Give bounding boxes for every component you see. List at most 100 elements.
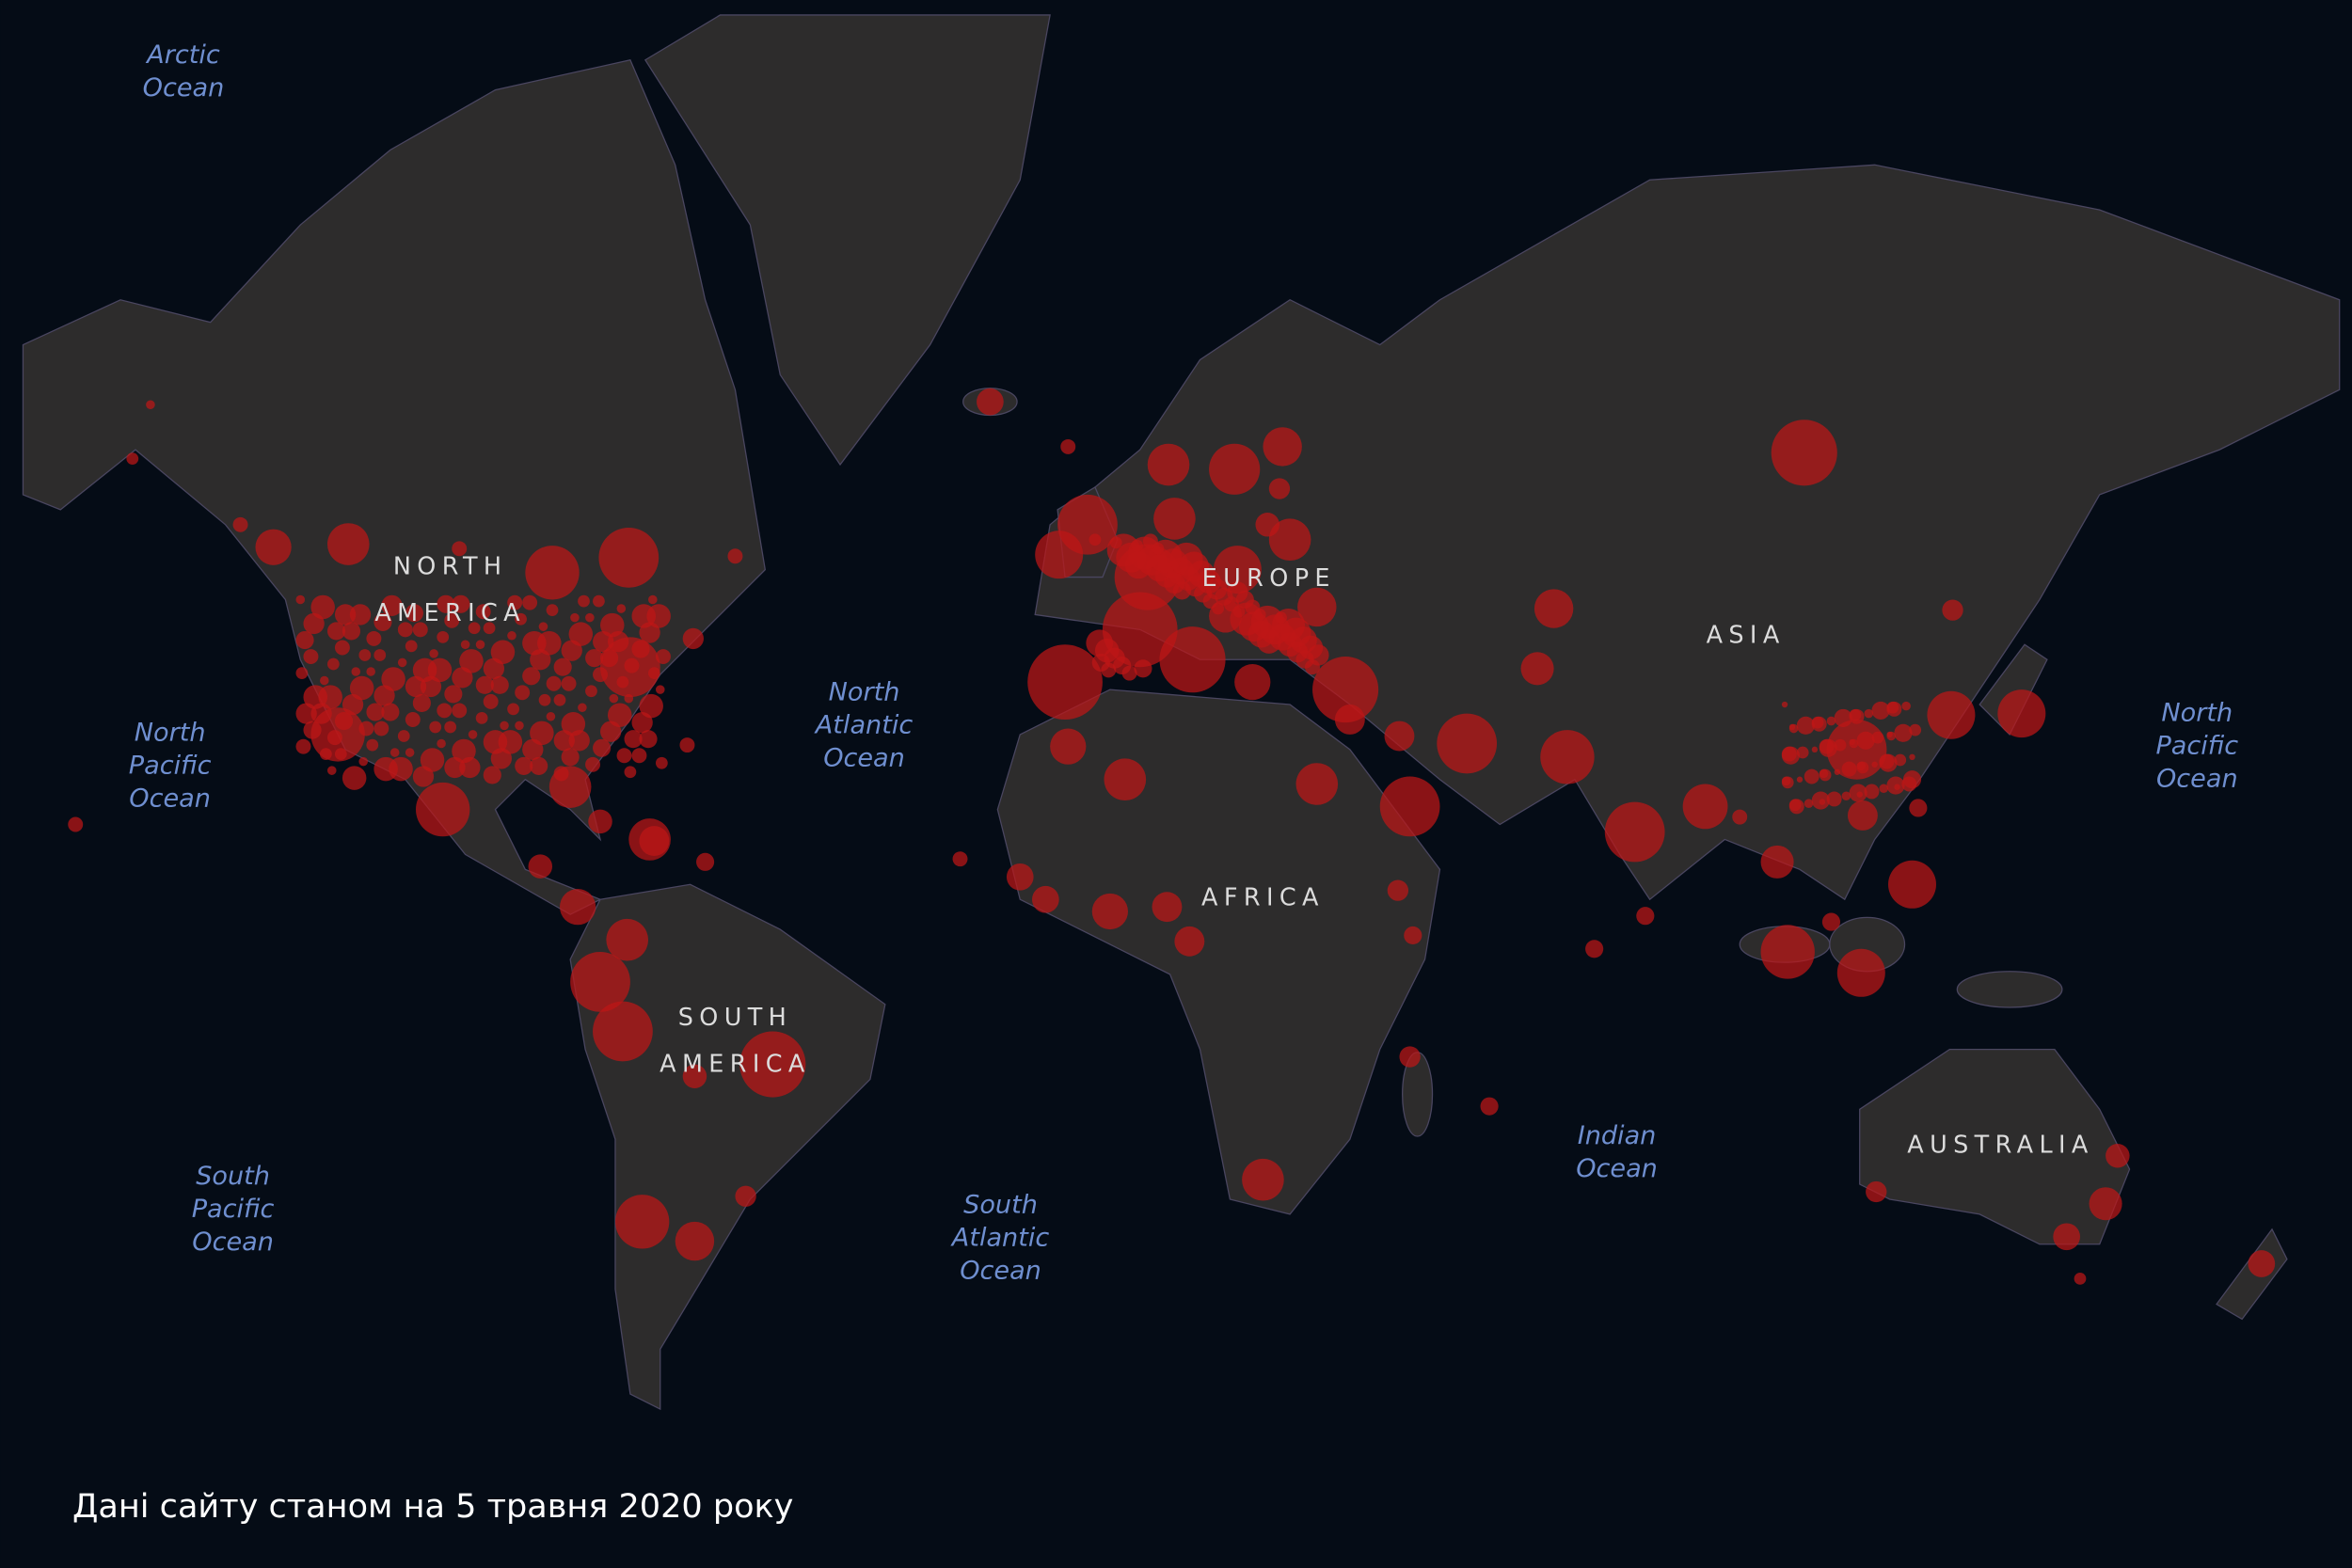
case-marker [146, 400, 155, 410]
case-marker [546, 675, 562, 691]
case-marker [1847, 800, 1878, 831]
case-marker [483, 657, 505, 679]
case-marker [1134, 659, 1152, 678]
case-marker [1275, 611, 1287, 624]
continent-label-line: ASIA [1707, 622, 1786, 650]
case-marker [415, 782, 470, 837]
case-marker [546, 604, 559, 617]
case-marker [1864, 784, 1880, 800]
case-markers [68, 388, 2276, 1285]
case-marker [2106, 1143, 2130, 1168]
case-marker [616, 604, 627, 613]
case-marker [515, 721, 524, 731]
case-marker [735, 1185, 756, 1207]
case-marker [342, 622, 361, 641]
case-marker [358, 649, 372, 661]
case-marker [1826, 716, 1836, 726]
case-marker [1781, 776, 1791, 786]
case-marker [616, 675, 629, 689]
ocean-label-line: Arctic [145, 40, 220, 70]
case-marker [295, 667, 309, 679]
case-marker [530, 721, 554, 746]
case-marker [553, 730, 575, 752]
case-marker [593, 630, 614, 653]
case-marker [1387, 879, 1409, 901]
continent-label-line: NORTH [393, 552, 508, 580]
case-marker [1811, 791, 1830, 810]
case-marker [490, 675, 509, 694]
case-marker [1886, 731, 1893, 738]
case-marker [334, 712, 354, 731]
case-marker [1060, 438, 1076, 454]
case-marker [553, 766, 569, 782]
case-marker [515, 756, 533, 775]
case-marker [528, 854, 553, 879]
ocean-label: South Atlantic Ocean [950, 1190, 1050, 1285]
case-marker [397, 657, 407, 668]
continent-label: ASIA [1707, 622, 1786, 650]
case-marker [232, 516, 248, 532]
case-marker [1834, 768, 1841, 775]
case-marker [358, 721, 374, 736]
case-marker [381, 703, 400, 721]
case-marker [1334, 705, 1365, 735]
case-marker [1909, 723, 1922, 736]
case-marker [303, 685, 327, 709]
case-marker [1871, 731, 1884, 744]
case-marker [444, 612, 460, 628]
case-marker [1636, 907, 1655, 926]
ocean-label-line: North [829, 677, 900, 706]
case-marker [1836, 948, 1885, 997]
case-marker [1104, 758, 1147, 801]
case-marker [522, 594, 538, 610]
case-marker [475, 675, 494, 694]
greenland [644, 14, 1051, 467]
ocean-label-line: North [2161, 699, 2233, 728]
case-marker [1255, 513, 1279, 537]
case-marker [561, 640, 582, 661]
case-marker [631, 748, 647, 764]
case-marker [126, 452, 139, 466]
case-marker [561, 712, 586, 736]
case-marker [1796, 746, 1809, 759]
case-marker [1781, 746, 1797, 762]
case-marker [1894, 753, 1907, 767]
case-marker [444, 685, 463, 704]
new-guinea [1956, 971, 2063, 1008]
continent-label-line: SOUTH [678, 1004, 792, 1032]
ocean-label: North Pacific Ocean [129, 718, 212, 813]
case-marker [727, 548, 743, 564]
case-marker [320, 675, 329, 686]
ocean-label: North Pacific Ocean [2155, 699, 2238, 794]
ocean-label: Indian Ocean [1576, 1121, 1658, 1183]
case-marker [1788, 799, 1802, 812]
continent-label-line: EUROPE [1202, 564, 1336, 593]
case-marker [1437, 713, 1498, 774]
case-marker [412, 657, 437, 683]
case-marker [2248, 1250, 2276, 1277]
case-marker [639, 693, 663, 719]
case-marker [1604, 801, 1665, 863]
ocean-label-line: Pacific [129, 751, 212, 780]
case-marker [1771, 420, 1837, 486]
case-marker [1682, 784, 1728, 830]
case-marker [1006, 863, 1034, 891]
case-marker [295, 703, 317, 724]
ocean-label: Arctic Ocean [143, 40, 225, 103]
case-marker [295, 738, 311, 754]
case-marker [1849, 738, 1855, 746]
case-marker [585, 649, 604, 668]
case-marker [1871, 761, 1878, 768]
case-marker [1909, 753, 1915, 761]
case-marker [381, 667, 405, 691]
case-marker [326, 622, 346, 641]
case-marker [349, 604, 372, 626]
case-marker [1909, 799, 1928, 817]
case-marker [500, 721, 509, 731]
case-marker [593, 1001, 653, 1062]
case-marker [452, 667, 473, 689]
case-marker [405, 675, 427, 698]
case-marker [459, 649, 484, 673]
ocean-label-line: North [135, 718, 206, 747]
case-marker [1871, 701, 1890, 720]
